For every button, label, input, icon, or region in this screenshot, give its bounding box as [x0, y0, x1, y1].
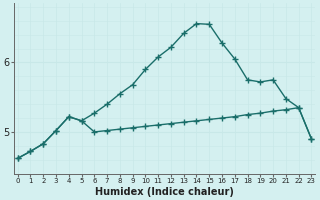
X-axis label: Humidex (Indice chaleur): Humidex (Indice chaleur) [95, 187, 234, 197]
